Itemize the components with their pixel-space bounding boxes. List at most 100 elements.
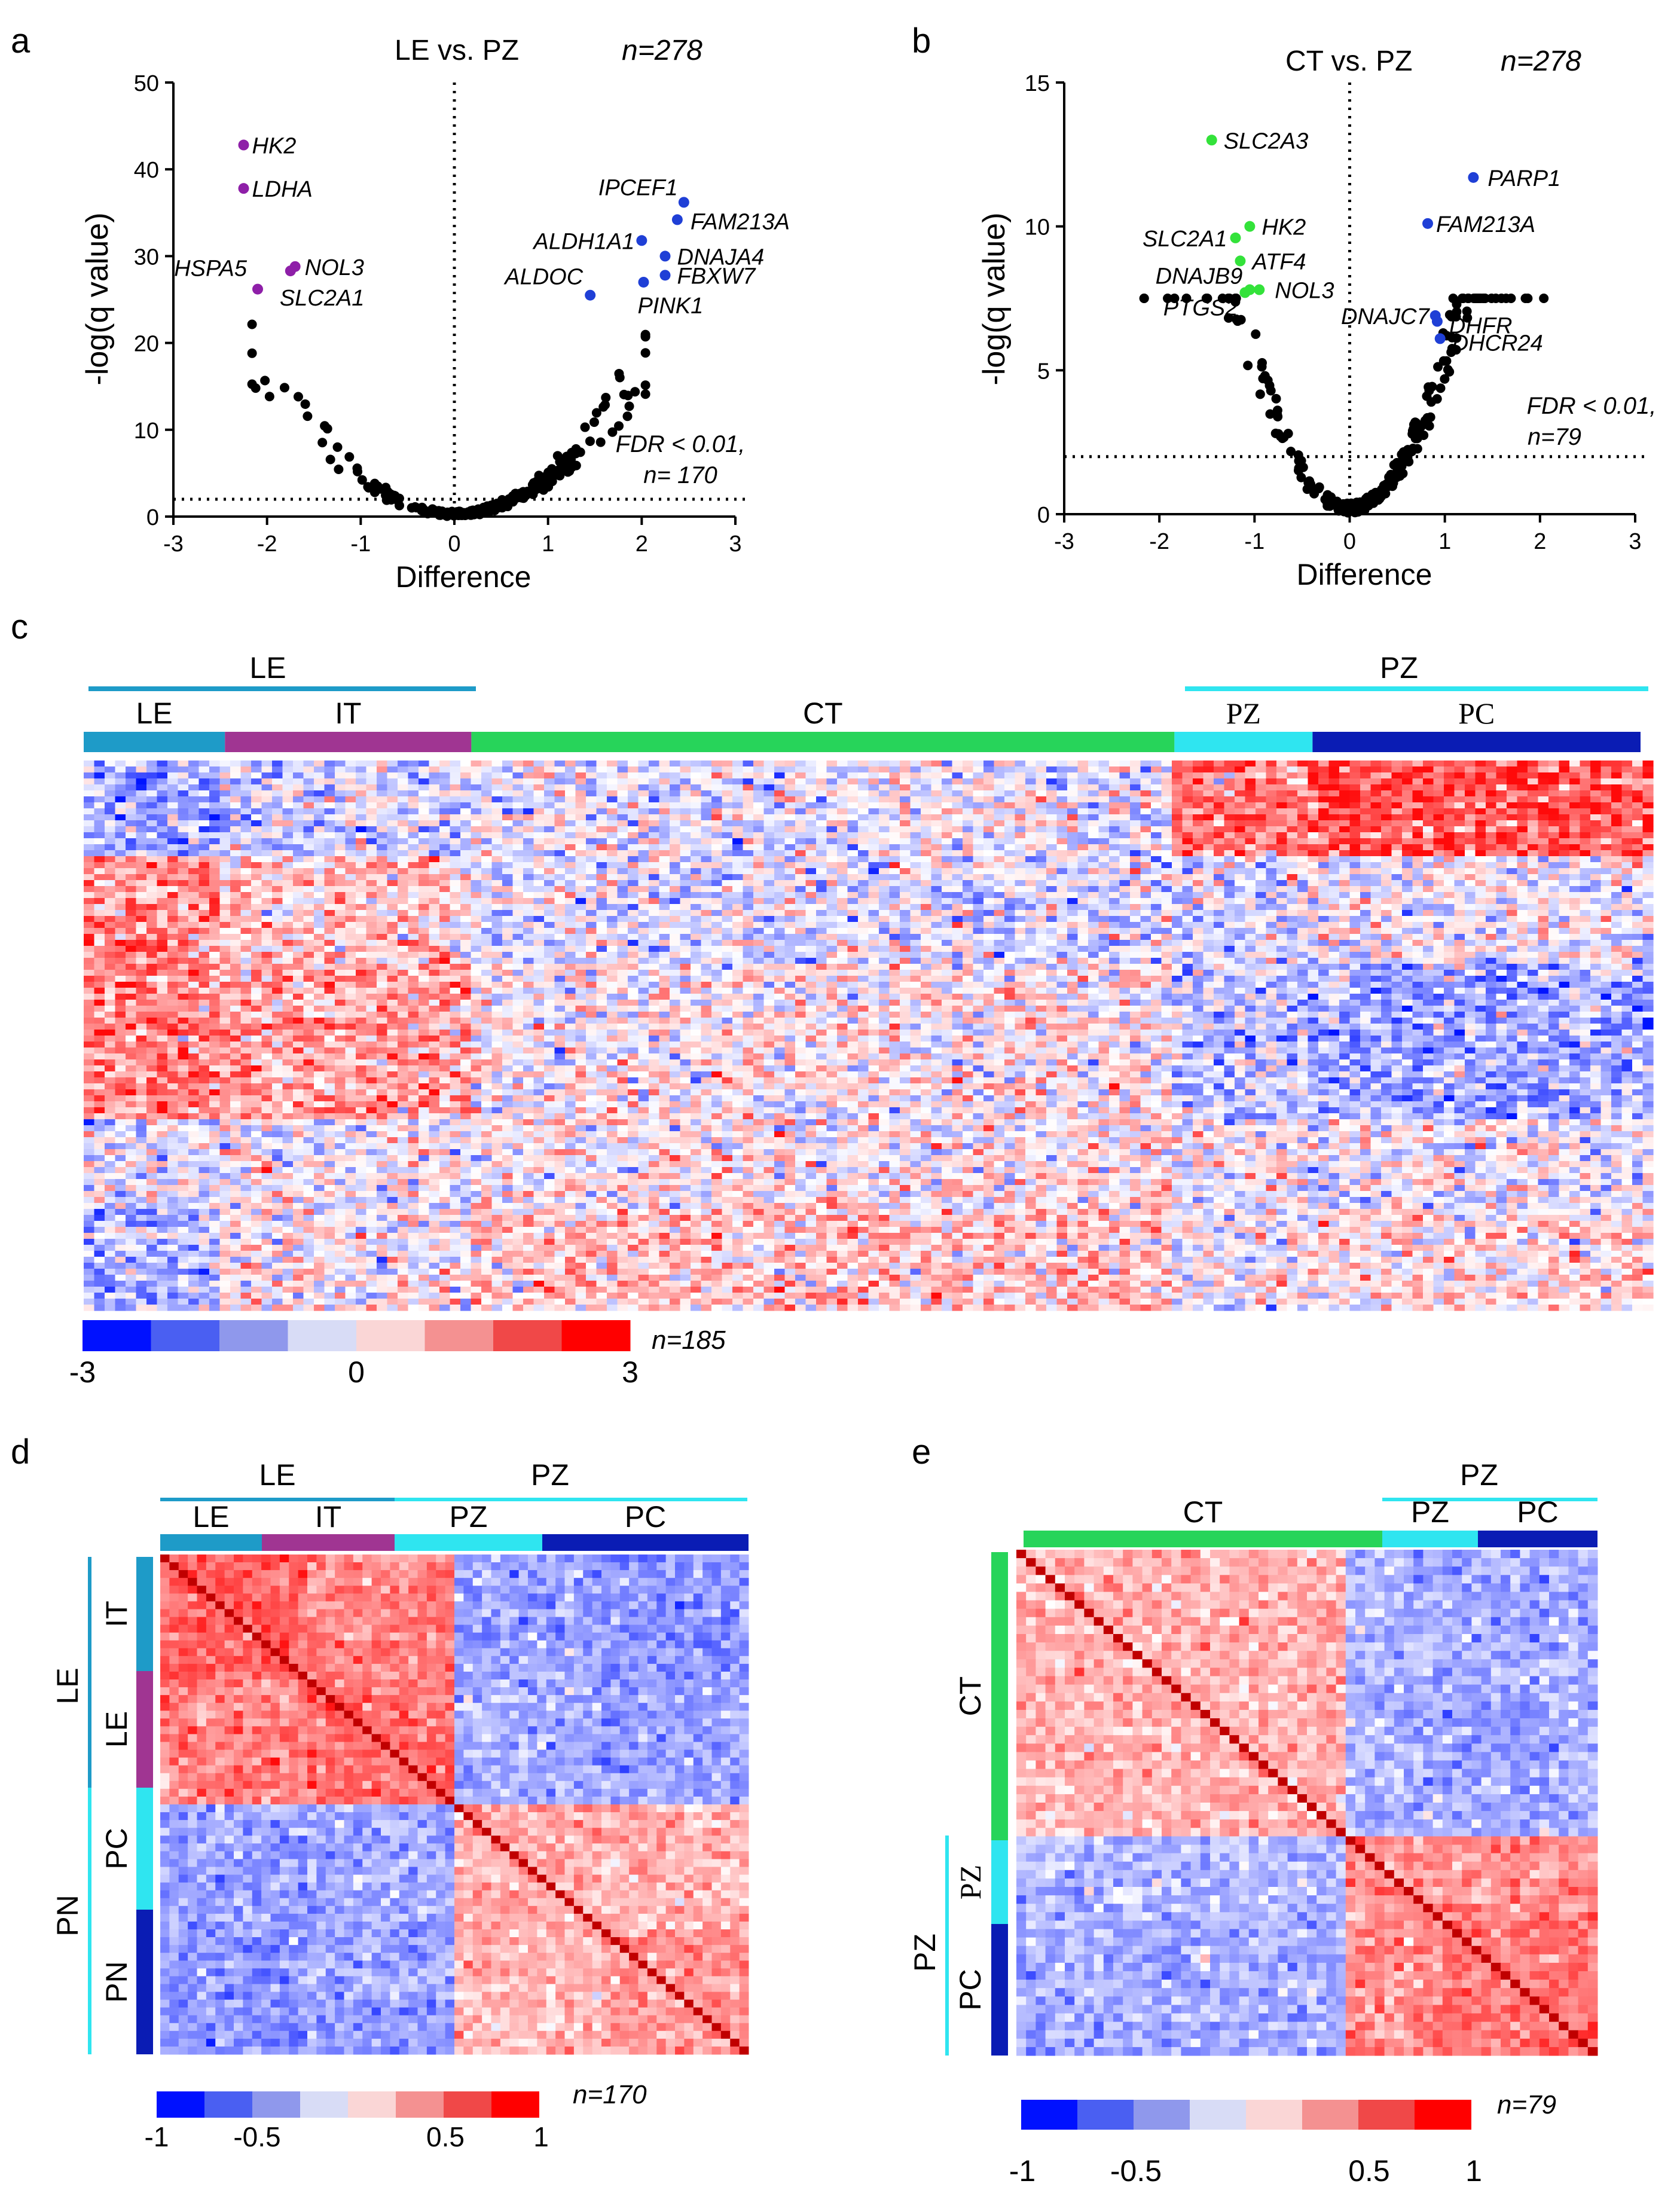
heat-cell xyxy=(1339,826,1350,833)
heat-cell xyxy=(199,761,210,767)
heat-cell xyxy=(534,850,545,857)
heat-cell xyxy=(952,928,963,934)
plot-b-y-label: -log(q value) xyxy=(977,212,1012,385)
heat-cell xyxy=(1622,838,1633,845)
heat-cell xyxy=(827,778,838,785)
heat-cell xyxy=(952,832,963,839)
heat-cell xyxy=(837,832,848,839)
heat-cell xyxy=(816,886,827,893)
heat-cell xyxy=(1559,802,1570,809)
heat-cell xyxy=(973,904,984,911)
heat-cell xyxy=(1078,796,1089,803)
heat-cell xyxy=(387,832,398,839)
heat-cell xyxy=(1538,904,1549,911)
heat-cell xyxy=(262,874,273,881)
heat-cell xyxy=(1130,922,1141,929)
heat-cell xyxy=(1214,761,1224,767)
heat-cell xyxy=(1455,844,1465,851)
heat-cell xyxy=(1371,826,1382,833)
heat-cell xyxy=(366,844,377,851)
heat-cell xyxy=(1622,874,1633,881)
group-label: PZ xyxy=(1226,697,1261,730)
heat-cell xyxy=(1632,784,1643,791)
heat-cell xyxy=(1276,898,1287,905)
heat-cell xyxy=(1287,904,1298,911)
heat-cell xyxy=(1287,880,1298,887)
heat-cell xyxy=(1318,808,1329,815)
heat-cell xyxy=(890,910,900,917)
heat-cell xyxy=(1276,766,1287,773)
heat-cell xyxy=(1214,928,1224,934)
heat-cell xyxy=(105,790,115,797)
heat-cell xyxy=(1276,784,1287,791)
heat-cell xyxy=(1569,856,1580,863)
heat-cell xyxy=(1318,886,1329,893)
heat-cell xyxy=(1015,868,1026,875)
heat-cell xyxy=(1622,922,1633,929)
heat-cell xyxy=(680,761,691,767)
heat-cell xyxy=(1057,868,1068,875)
heat-cell xyxy=(931,868,942,875)
heat-cell xyxy=(1214,910,1224,917)
data-point xyxy=(571,444,581,454)
heat-cell xyxy=(94,820,105,827)
heat-cell xyxy=(837,778,848,785)
heat-cell xyxy=(1601,820,1612,827)
heat-cell xyxy=(1507,874,1517,881)
heat-cell xyxy=(1371,820,1382,827)
heat-cell xyxy=(178,814,189,821)
heat-cell xyxy=(586,838,597,845)
heat-cell xyxy=(419,790,429,797)
heat-cell xyxy=(502,826,513,833)
heat-cell xyxy=(1235,880,1245,887)
heat-cell xyxy=(1067,766,1078,773)
heat-cell xyxy=(1392,802,1403,809)
heat-cell xyxy=(701,808,712,815)
heat-cell xyxy=(450,814,461,821)
heat-cell xyxy=(952,880,963,887)
heat-cell xyxy=(1172,796,1183,803)
heat-cell xyxy=(262,910,273,917)
heat-cell xyxy=(1297,868,1308,875)
heat-cell xyxy=(1308,832,1319,839)
heat-cell xyxy=(1162,862,1172,869)
heat-cell xyxy=(419,820,429,827)
heat-cell xyxy=(555,916,566,923)
heat-cell xyxy=(1245,778,1256,785)
heat-cell xyxy=(785,904,796,911)
heat-cell xyxy=(387,814,398,821)
heat-cell xyxy=(1350,856,1361,863)
y-tick-label: 0 xyxy=(146,505,159,530)
heat-cell xyxy=(178,904,189,911)
heat-cell xyxy=(1371,761,1382,767)
heat-cell xyxy=(346,880,356,887)
heat-cell xyxy=(848,796,859,803)
data-point xyxy=(334,465,343,474)
heat-cell xyxy=(492,832,503,839)
heat-cell xyxy=(534,874,545,881)
heat-cell xyxy=(1162,814,1172,821)
heat-cell xyxy=(785,790,796,797)
heat-cell xyxy=(1444,838,1455,845)
heat-cell xyxy=(555,778,566,785)
heat-cell xyxy=(157,892,168,899)
heat-cell xyxy=(230,790,241,797)
heat-cell xyxy=(858,826,869,833)
heat-cell xyxy=(1036,922,1047,929)
heat-cell xyxy=(1297,784,1308,791)
heat-cell xyxy=(272,850,283,857)
heat-cell xyxy=(1465,838,1476,845)
heat-cell xyxy=(408,832,419,839)
heat-cell xyxy=(502,790,513,797)
heat-cell xyxy=(1611,766,1622,773)
heat-cell xyxy=(1392,778,1403,785)
heat-cell xyxy=(523,820,534,827)
heat-cell xyxy=(711,904,722,911)
heat-cell xyxy=(1329,838,1340,845)
heat-cell xyxy=(1413,802,1424,809)
data-point xyxy=(1403,453,1412,462)
labeled-point xyxy=(660,270,671,280)
heat-cell xyxy=(1632,820,1643,827)
heat-cell xyxy=(858,844,869,851)
heat-cell xyxy=(743,778,754,785)
